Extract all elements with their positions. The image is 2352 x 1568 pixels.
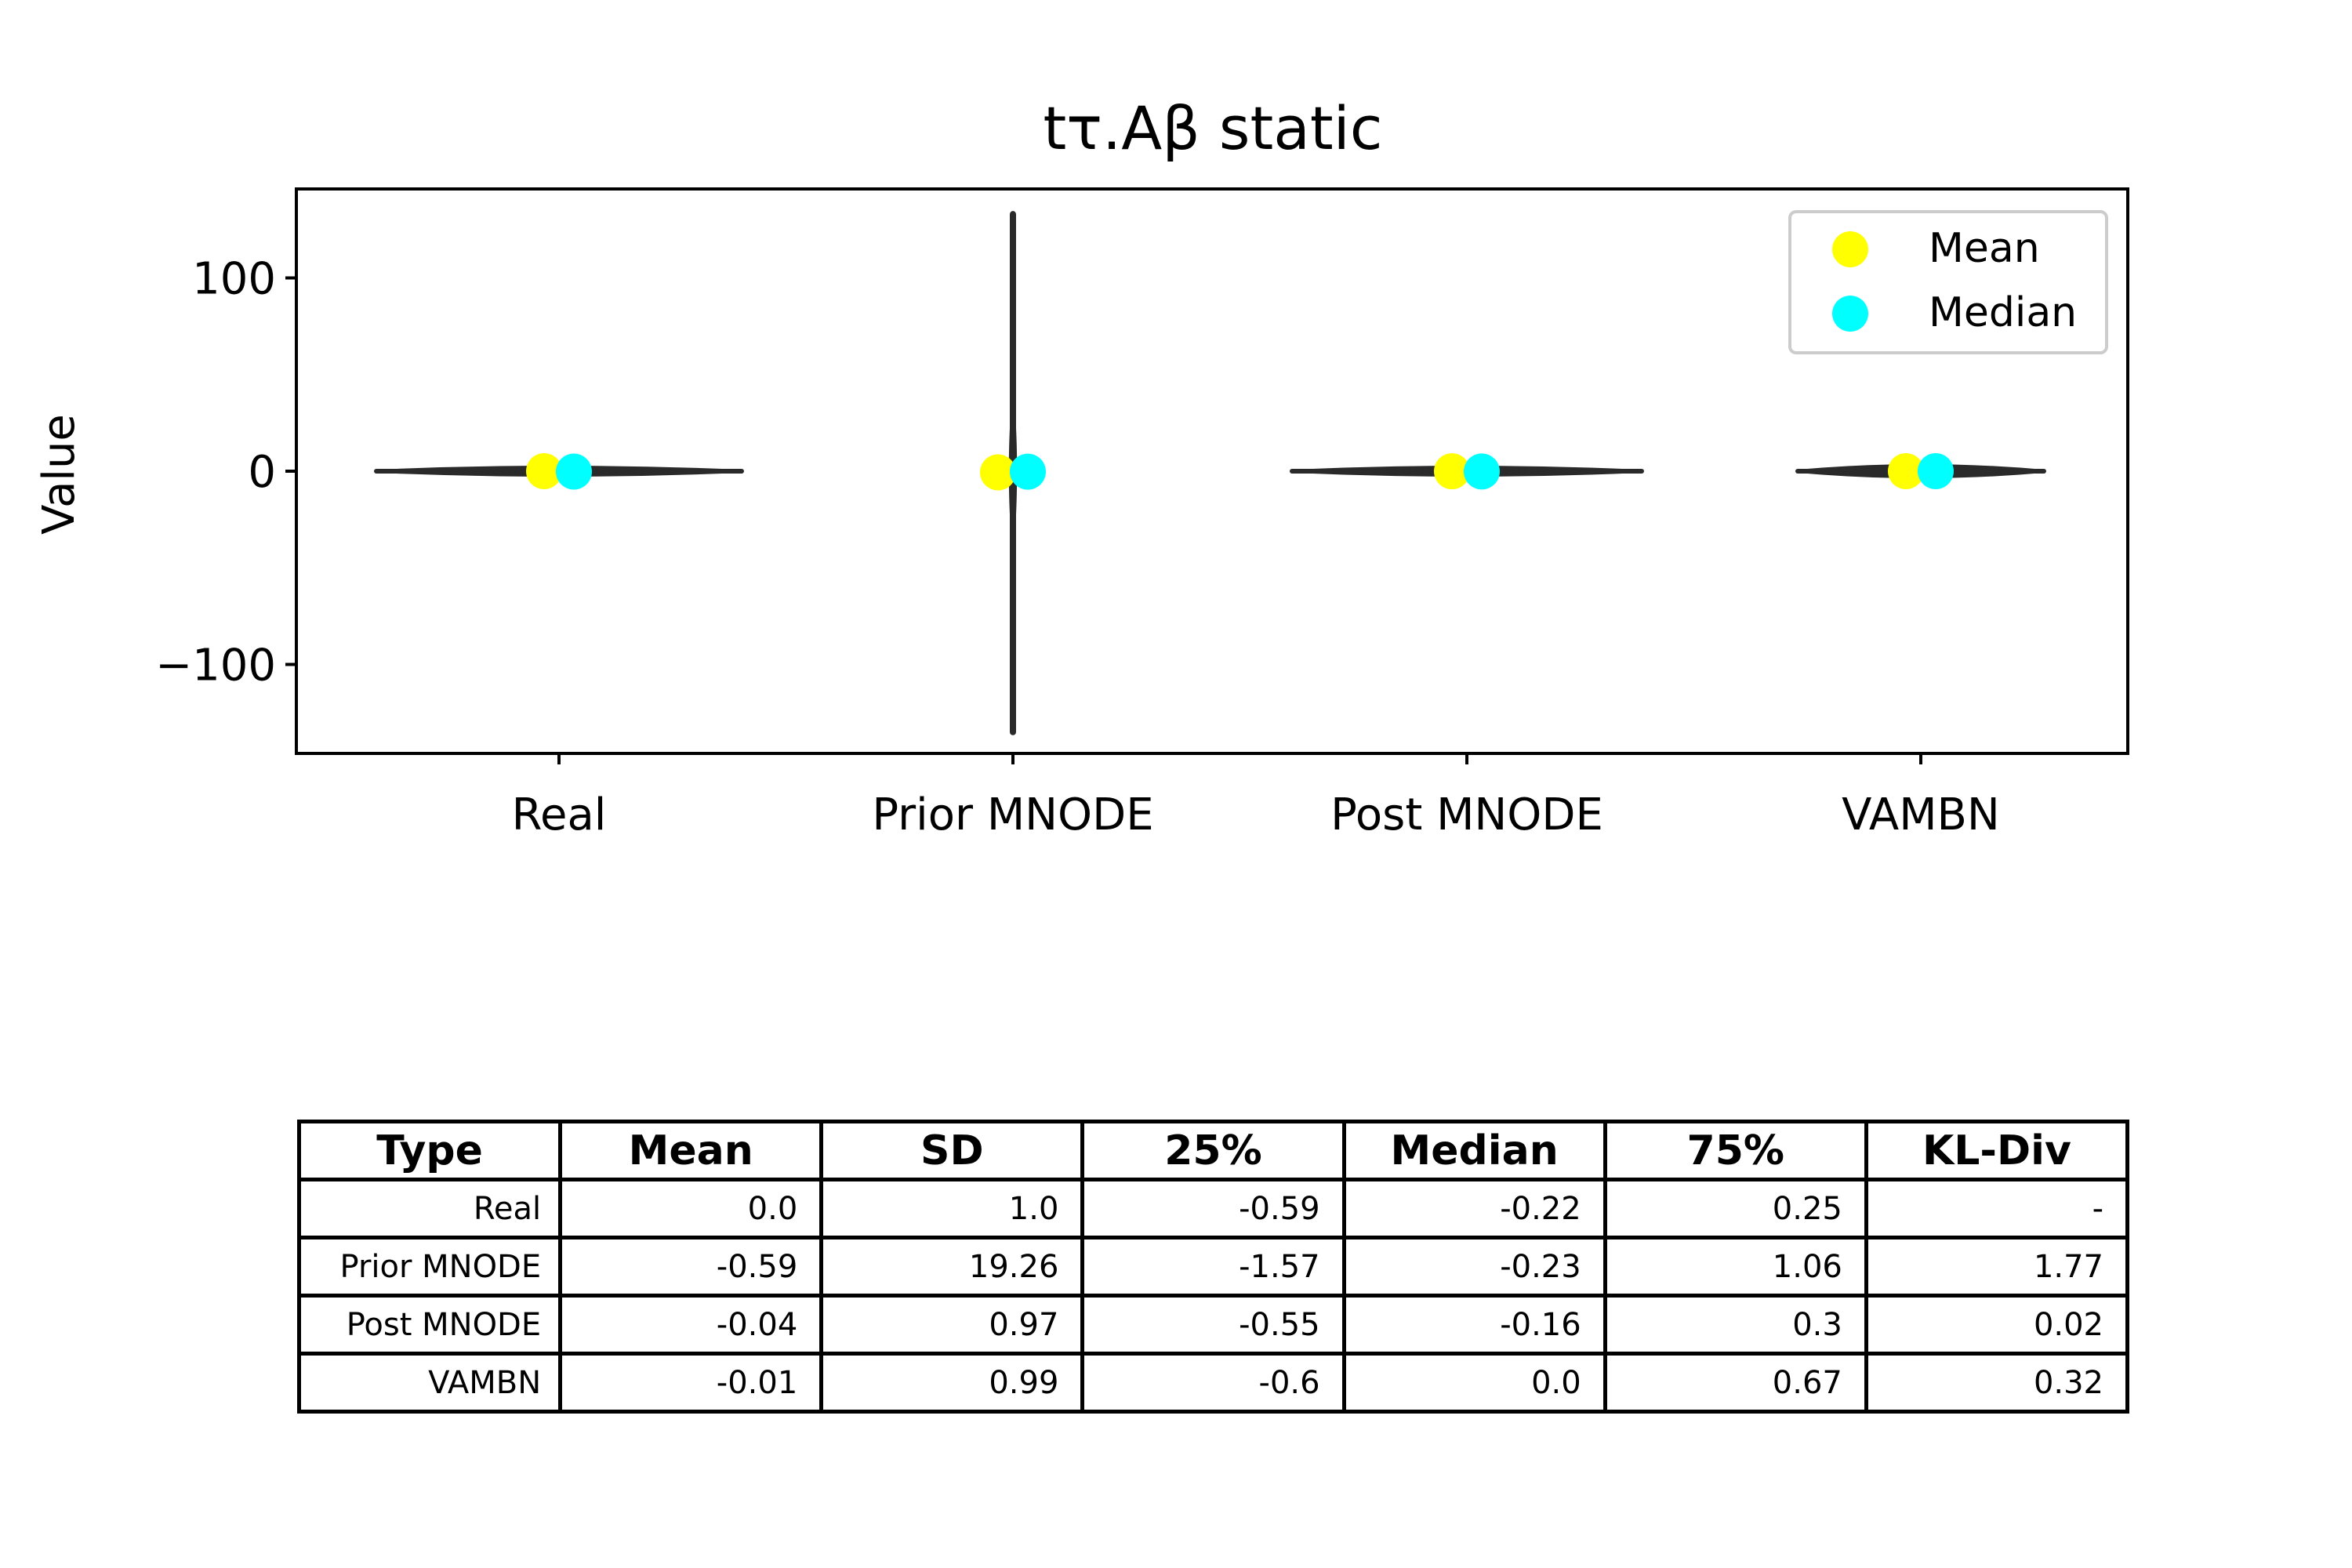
- table-cell: Prior MNODE: [296, 1236, 563, 1298]
- legend-median-marker: [1832, 296, 1868, 332]
- table-cell: 0.0: [1341, 1352, 1607, 1414]
- table-cell: 0.99: [819, 1352, 1085, 1414]
- x-tick-label: Post MNODE: [1330, 789, 1603, 840]
- table-cell: -0.55: [1080, 1294, 1346, 1356]
- marker-group: [526, 453, 1954, 491]
- table-cell: -0.6: [1080, 1352, 1346, 1414]
- table-cell: 0.97: [819, 1294, 1085, 1356]
- header-type: Type: [296, 1120, 563, 1181]
- table-cell: 1.0: [819, 1178, 1085, 1240]
- x-axis: Real Prior MNODE Post MNODE VAMBN: [512, 753, 2000, 840]
- table-cell: -0.23: [1341, 1236, 1607, 1298]
- header-mean: Mean: [558, 1120, 824, 1181]
- table-row: Real 0.0 1.0 -0.59 -0.22 0.25 -: [296, 1178, 2130, 1240]
- header-q75: 75%: [1602, 1120, 1868, 1181]
- table-cell: -0.59: [558, 1236, 824, 1298]
- table-cell: 0.32: [1864, 1352, 2130, 1414]
- legend: Mean Median: [1788, 210, 2108, 354]
- mean-marker-vambn: [1888, 453, 1924, 490]
- table-cell: 1.77: [1864, 1236, 2130, 1298]
- table-cell: 0.67: [1602, 1352, 1868, 1414]
- x-tick-label: Prior MNODE: [872, 789, 1153, 840]
- table-cell: 19.26: [819, 1236, 1085, 1298]
- y-tick-label: 0: [248, 447, 276, 498]
- legend-median-label: Median: [1929, 289, 2077, 336]
- y-tick-label: −100: [155, 641, 276, 691]
- y-axis-label: Value: [34, 414, 85, 535]
- median-marker-prior-mnode: [1010, 453, 1046, 490]
- mean-marker-real: [526, 453, 562, 489]
- header-sd: SD: [819, 1120, 1085, 1181]
- header-median: Median: [1341, 1120, 1607, 1181]
- x-tick-label: VAMBN: [1842, 789, 2000, 840]
- table-cell: -1.57: [1080, 1236, 1346, 1298]
- header-kl-div: KL-Div: [1864, 1120, 2130, 1181]
- table-row: Post MNODE -0.04 0.97 -0.55 -0.16 0.3 0.…: [296, 1294, 2130, 1356]
- table-cell: 1.06: [1602, 1236, 1868, 1298]
- median-marker-real: [556, 453, 592, 490]
- table-cell: 0.25: [1602, 1178, 1868, 1240]
- median-marker-post-mnode: [1464, 453, 1500, 490]
- table-header-row: Type Mean SD 25% Median 75% KL-Div: [296, 1120, 2130, 1181]
- table-row: VAMBN -0.01 0.99 -0.6 0.0 0.67 0.32: [296, 1352, 2130, 1414]
- mean-marker-prior-mnode: [980, 454, 1016, 491]
- table-cell: VAMBN: [296, 1352, 563, 1414]
- plot-frame: [295, 187, 2129, 755]
- table-cell: -0.59: [1080, 1178, 1346, 1240]
- y-tick-label: 100: [192, 254, 276, 305]
- table-cell: Post MNODE: [296, 1294, 563, 1356]
- table-cell: -: [1864, 1178, 2130, 1240]
- x-tick-label: Real: [512, 789, 607, 840]
- table-cell: Real: [296, 1178, 563, 1240]
- chart-title: tτ.Aβ static: [1043, 93, 1382, 163]
- header-q25: 25%: [1080, 1120, 1346, 1181]
- legend-mean-marker: [1832, 231, 1868, 267]
- table-cell: 0.02: [1864, 1294, 2130, 1356]
- table-cell: -0.01: [558, 1352, 824, 1414]
- y-axis: 100 0 −100: [155, 254, 296, 691]
- legend-mean-label: Mean: [1929, 225, 2040, 272]
- table-cell: -0.22: [1341, 1178, 1607, 1240]
- summary-stats-table: Type Mean SD 25% Median 75% KL-Div Real …: [296, 1120, 2130, 1414]
- table-cell: -0.04: [558, 1294, 824, 1356]
- table-cell: -0.16: [1341, 1294, 1607, 1356]
- table-cell: 0.3: [1602, 1294, 1868, 1356]
- table-row: Prior MNODE -0.59 19.26 -1.57 -0.23 1.06…: [296, 1236, 2130, 1298]
- table-cell: 0.0: [558, 1178, 824, 1240]
- legend-box: [1788, 210, 2108, 354]
- mean-marker-post-mnode: [1434, 453, 1470, 490]
- median-marker-vambn: [1918, 453, 1954, 489]
